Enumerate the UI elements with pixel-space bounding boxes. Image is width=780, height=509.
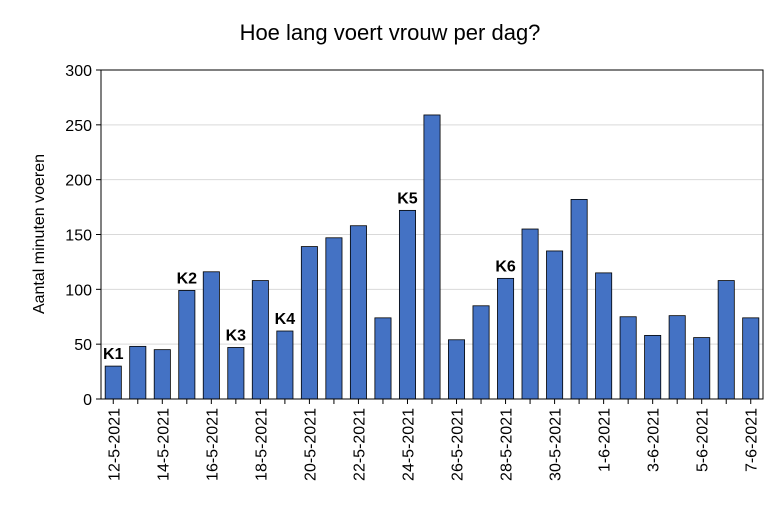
annotation-label: K1 (103, 346, 124, 363)
bar (349, 225, 367, 400)
bar (595, 272, 613, 400)
y-tick-label: 100 (65, 282, 92, 299)
bar (619, 316, 637, 400)
bar (668, 315, 686, 400)
x-axis-ticks: 12-5-2021 14-5-2021 16-5-2021 18-5-2021 20-5… (106, 399, 761, 481)
bar (693, 337, 711, 400)
y-tick-label: 0 (83, 392, 92, 409)
bar (398, 209, 416, 400)
y-tick-label: 250 (65, 118, 92, 135)
annotations: K1 K2 K3 K4 K5 K6 (103, 190, 516, 363)
y-axis-ticks: 0 50 100 150 200 250 300 (65, 63, 101, 409)
x-tick-label: 16-5-2021 (204, 408, 221, 481)
x-tick-label: 3-6-2021 (646, 408, 663, 472)
y-tick-label: 150 (65, 228, 92, 245)
annotation-label: K4 (275, 311, 296, 328)
bar (521, 228, 539, 400)
x-tick-label: 1-6-2021 (597, 408, 614, 472)
bar (227, 347, 245, 400)
bar (742, 317, 760, 400)
annotation-label: K3 (226, 327, 247, 344)
x-tick-label: 26-5-2021 (450, 408, 467, 481)
bars (104, 114, 760, 400)
bar (129, 345, 147, 400)
x-tick-label: 18-5-2021 (253, 408, 270, 481)
bar (104, 365, 122, 400)
x-tick-label: 30-5-2021 (548, 408, 565, 481)
bar (423, 114, 441, 400)
bar (374, 317, 392, 400)
bar (497, 277, 515, 400)
y-tick-label: 300 (65, 63, 92, 80)
bar (202, 271, 220, 400)
bar (570, 199, 588, 400)
chart-title: Hoe lang voert vrouw per dag? (240, 20, 541, 45)
bar (300, 246, 318, 400)
bar (644, 334, 662, 400)
bar (251, 280, 269, 400)
y-tick-label: 200 (65, 173, 92, 190)
y-axis-label: Aantal minuten voeren (31, 154, 48, 314)
x-tick-label: 7-6-2021 (744, 408, 761, 472)
x-tick-label: 14-5-2021 (155, 408, 172, 481)
bar (448, 339, 466, 400)
bar (717, 280, 735, 400)
annotation-label: K6 (495, 258, 516, 275)
x-tick-label: 24-5-2021 (400, 408, 417, 481)
x-tick-label: 20-5-2021 (302, 408, 319, 481)
x-tick-label: 28-5-2021 (499, 408, 516, 481)
x-tick-label: 12-5-2021 (106, 408, 123, 481)
bar (153, 349, 171, 400)
x-tick-label: 22-5-2021 (351, 408, 368, 481)
annotation-label: K5 (397, 190, 418, 207)
bar (276, 330, 294, 400)
y-tick-label: 50 (74, 337, 92, 354)
annotation-label: K2 (177, 270, 198, 287)
bar (472, 305, 490, 400)
bar (546, 250, 564, 400)
bar (325, 237, 343, 400)
x-tick-label: 5-6-2021 (695, 408, 712, 472)
bar (178, 290, 196, 400)
